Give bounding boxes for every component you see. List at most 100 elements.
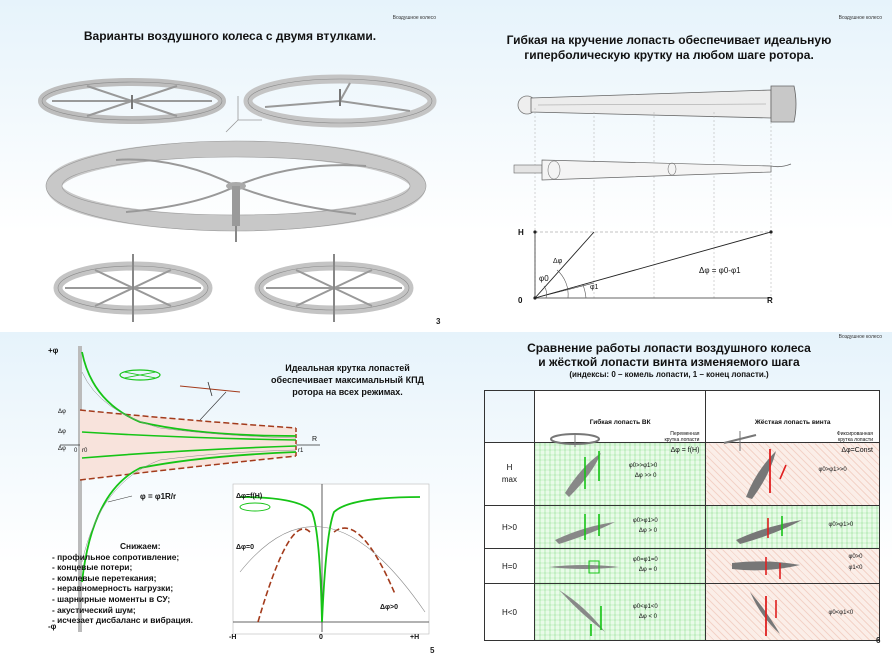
list-title: Снижаем: [120, 541, 161, 551]
slide-title: Варианты воздушного колеса с двумя втулк… [83, 29, 377, 43]
cell-flex-h-zero: φ0=φ1=0 Δφ = 0 [533, 548, 707, 584]
hyperbola-formula: φ = φ1R/r [140, 492, 177, 501]
inset-axis-plus-h: +H [410, 634, 420, 641]
list-item: - неравномерность нагрузки; [52, 583, 174, 594]
row-label-hmax: H max [484, 442, 535, 506]
wheel-illustrations [38, 74, 437, 322]
wheel-top-right [243, 74, 437, 128]
corner-cell [484, 390, 535, 443]
cell-text: φ0=φ1=0 [632, 557, 658, 563]
cell-rigid-h-positive: φ0>φ1>0 [705, 505, 880, 549]
label-delta-phi: Δφ [553, 258, 563, 265]
slide-header: Воздушное колесо [838, 334, 882, 340]
slide-header: Воздушное колесо [392, 15, 436, 21]
label-phi0: φ0 [539, 274, 549, 283]
cell-text: Δφ >> 0 [634, 473, 657, 479]
cell-text: Δφ < 0 [638, 614, 657, 620]
axis-label-zero: 0 [518, 296, 523, 305]
airfoil-icon [558, 590, 605, 636]
r1-label: r1 [298, 448, 304, 454]
propeller-icon [724, 430, 757, 451]
col2-sub-2: крутка лопасти [838, 436, 873, 443]
col1-sub-2: крутка лопасти [664, 436, 700, 443]
slide-title-line-2: гиперболическую крутку на любом шаге рот… [524, 48, 814, 62]
inset-axis-minus-h: -H [229, 634, 237, 641]
cell-text: φ0>>φ1>0 [628, 463, 658, 469]
note-line: ротора на всех режимах. [292, 387, 403, 397]
note-line: Идеальная крутка лопастей [285, 363, 410, 373]
airfoil-icon [732, 557, 801, 579]
list-item: - концевые потери; [52, 562, 133, 573]
page-number: 6 [876, 636, 881, 645]
cell-rigid-hmax: φ0>φ1>>0 [705, 442, 880, 506]
airfoil-icon [554, 514, 615, 544]
cell-text: φ0<φ1<0 [828, 610, 854, 616]
inset-label-zero: Δφ=0 [236, 544, 255, 551]
col2-formula: Δφ=Const [841, 446, 873, 454]
dphi-label-3: Δφ [58, 446, 66, 452]
cell-text: φ0>0 [848, 554, 863, 560]
twist-distribution-chart [60, 346, 430, 635]
page-number: 3 [436, 317, 441, 326]
slide-title-line-1: Сравнение работы лопасти воздушного коле… [527, 341, 811, 355]
col2-sub-1: Фиксированная [836, 430, 873, 437]
airfoil-icon [548, 560, 619, 574]
cell-flex-h-negative: φ0<φ1<0 Δφ < 0 [533, 583, 707, 641]
cell-flex-h-positive: φ0>φ1>0 Δφ > 0 [533, 505, 707, 549]
header-flexible-blade: Гибкая лопасть ВК Переменная крутка лопа… [533, 390, 707, 454]
blade-plan-view [517, 85, 797, 123]
cell-text: φ0>φ1>0 [632, 518, 658, 524]
r-label: R [312, 436, 318, 443]
airfoil-icon [564, 451, 601, 497]
twist-graph [533, 230, 773, 300]
header-rigid-blade: Жёсткая лопасть винта Фиксированная крут… [705, 390, 880, 454]
slide-header: Воздушное колесо [838, 15, 882, 21]
slide-6: Воздушное колесо Сравнение работы лопаст… [446, 332, 892, 663]
cell-flex-hmax: φ0>>φ1>0 Δφ >> 0 [533, 442, 707, 506]
axis-label-r: R [767, 296, 773, 305]
inset-label-f: Δφ=f(H) [236, 493, 263, 500]
cell-text: φ1<0 [848, 565, 863, 571]
airfoil-icon [750, 592, 781, 636]
label-phi1: φ1 [590, 284, 599, 291]
cell-text: Δφ > 0 [638, 528, 657, 534]
wheel-top-left [38, 78, 226, 124]
list-item: - акустический шум; [52, 604, 136, 615]
comparison-table: Гибкая лопасть ВК Переменная крутка лопа… [484, 390, 880, 641]
note-line: обеспечивает максимальный КПД [271, 375, 424, 385]
slide-4: Воздушное колесо Гибкая на кручение лопа… [446, 0, 892, 331]
cell-rigid-h-zero: φ0>0 φ1<0 [705, 548, 880, 584]
inset-axis-zero: 0 [319, 634, 323, 641]
slide-title-line-1: Гибкая на кручение лопасть обеспечивает … [506, 33, 832, 47]
inset-label-pos: Δφ>0 [380, 604, 399, 611]
axis-triad [225, 96, 262, 133]
col1-formula: Δφ = f(H) [670, 446, 700, 454]
axis-label-h: H [518, 228, 524, 237]
col1-sub-1: Переменная [670, 430, 700, 437]
r0-label: r0 [82, 448, 88, 454]
row-label-line: H [506, 463, 513, 472]
wheel-bottom-left [53, 254, 213, 322]
slide-5: Идеальная крутка лопастей обеспечивает м… [0, 332, 446, 663]
zero-label: 0 [74, 448, 78, 454]
cell-text: φ0<φ1<0 [632, 604, 658, 610]
rotor-icon [549, 432, 600, 447]
blade-side-view [513, 159, 792, 181]
axis-minus-phi: -φ [48, 622, 57, 631]
cell-rigid-h-negative: φ0<φ1<0 [705, 583, 880, 641]
airfoil-icon [736, 516, 803, 544]
note-ideal-twist: Идеальная крутка лопастей обеспечивает м… [255, 362, 440, 398]
wheel-bottom-right [254, 254, 414, 322]
slide-subtitle: (индексы: 0 – комель лопасти, 1 – конец … [569, 370, 769, 379]
list-item: - профильное сопротивление; [52, 551, 180, 562]
page-number: 5 [430, 646, 435, 655]
inset-chart [232, 483, 430, 635]
cell-text: φ0>φ1>0 [828, 522, 854, 528]
list-item: - комлевые перетекания; [52, 572, 157, 583]
row-label-h-negative: H<0 [484, 583, 535, 641]
airfoil-icon [746, 449, 788, 499]
slide-3: Воздушное колесо Варианты воздушного кол… [0, 0, 446, 331]
col2-title: Жёсткая лопасть винта [754, 418, 831, 426]
wheel-large-center [45, 140, 427, 242]
cell-text: Δφ = 0 [638, 567, 657, 573]
